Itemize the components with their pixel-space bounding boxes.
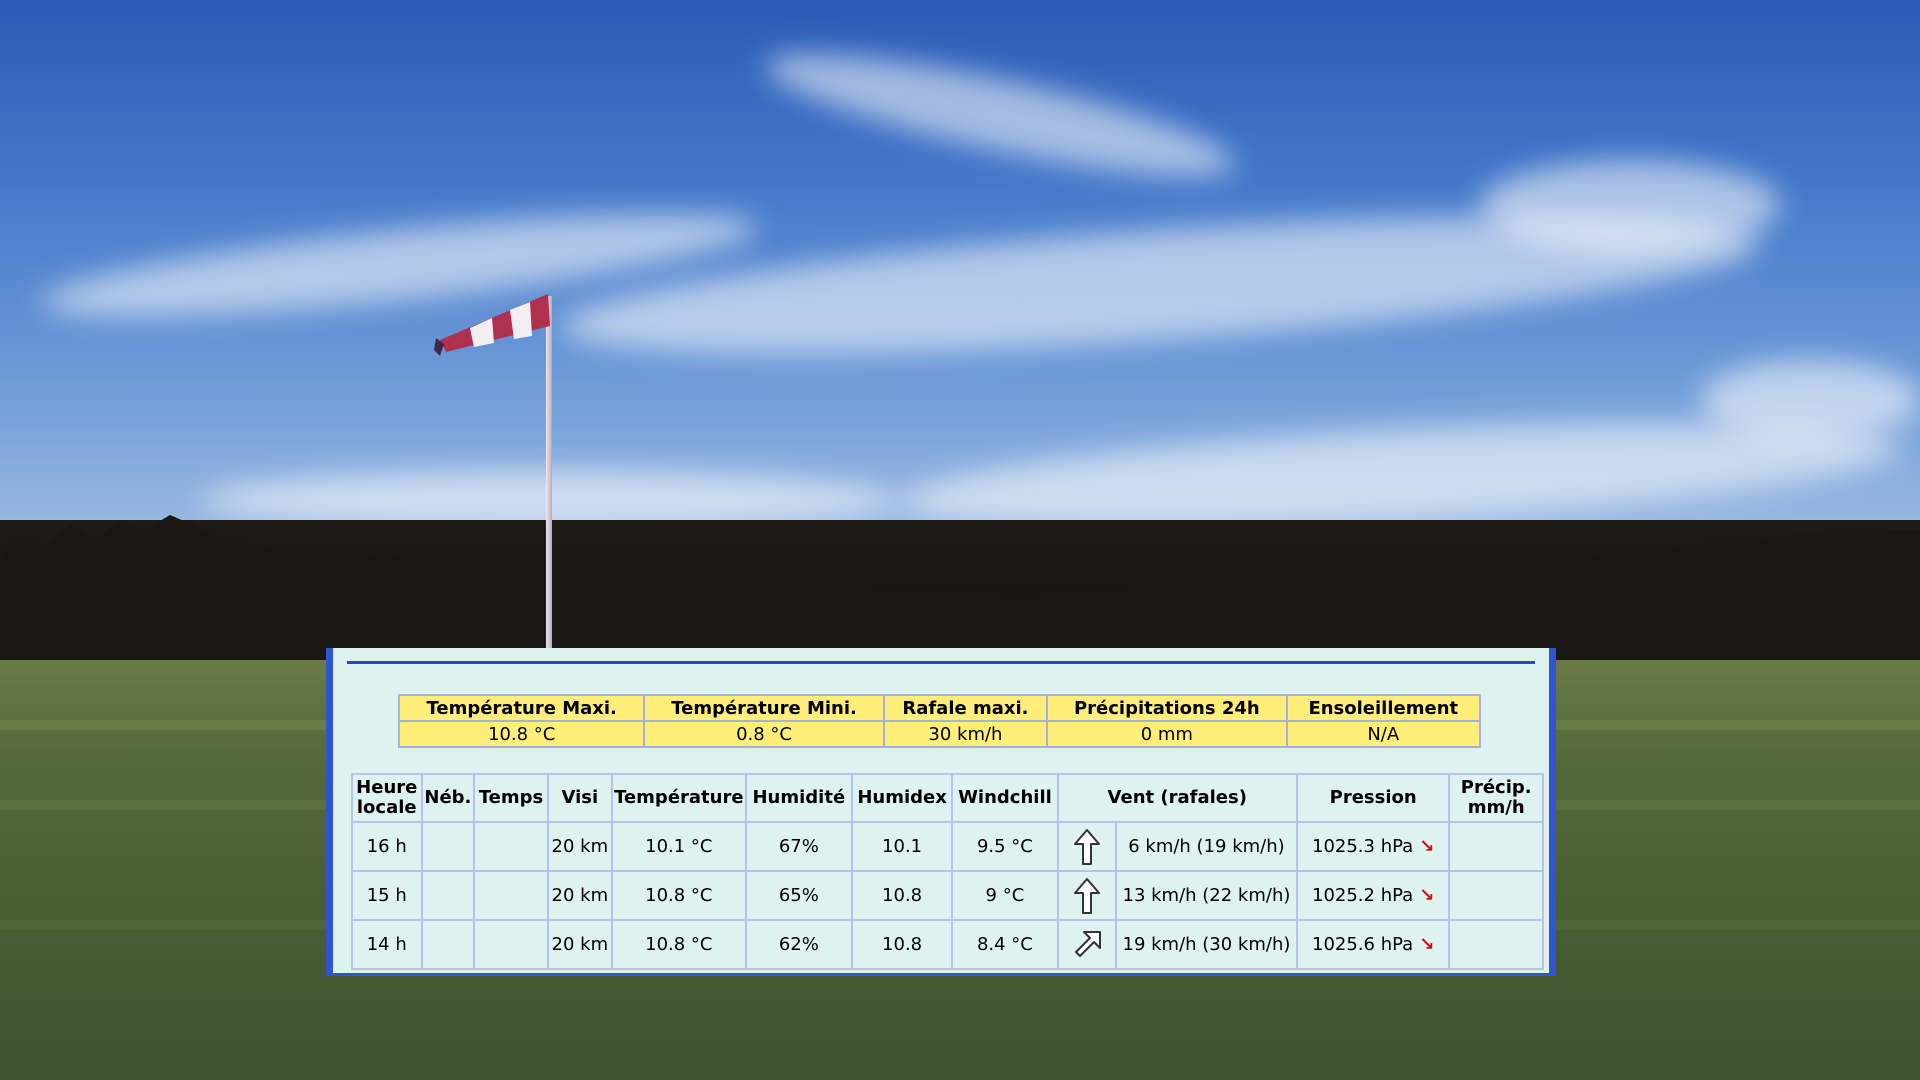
weather-panel: Température Maxi. Température Mini. Rafa… <box>326 648 1556 976</box>
header-local-time: Heure locale <box>351 773 423 823</box>
cell-windchill: 8.4 °C <box>951 919 1059 970</box>
cell-cloud-cover <box>420 919 476 970</box>
panel-divider <box>347 661 1535 664</box>
table-row: 16 h 20 km 10.1 °C 67% 10.1 9.5 °C 6 km/… <box>351 821 1544 872</box>
cell-humidity: 67% <box>744 821 853 872</box>
header-pressure: Pression <box>1295 773 1451 823</box>
arrow-down-right-icon: ↘ <box>1419 885 1435 906</box>
cell-temperature: 10.8 °C <box>610 870 747 921</box>
cell-humidex: 10.8 <box>850 919 954 970</box>
daily-summary-table: Température Maxi. Température Mini. Rafa… <box>397 694 1482 748</box>
cell-temperature: 10.1 °C <box>610 821 747 872</box>
cell-precip <box>1448 870 1544 921</box>
header-humidex: Humidex <box>850 773 954 823</box>
cell-wind-speed: 19 km/h (30 km/h) <box>1114 919 1298 970</box>
cell-visibility: 20 km <box>546 821 613 872</box>
cell-cloud-cover <box>420 821 476 872</box>
header-temperature: Température <box>610 773 747 823</box>
cell-weather <box>473 821 549 872</box>
cell-pressure: 1025.2 hPa ↘ <box>1295 870 1451 921</box>
summary-value-temp-min: 0.8 °C <box>643 720 885 748</box>
arrow-down-right-icon: ↘ <box>1419 934 1435 955</box>
header-weather: Temps <box>473 773 549 823</box>
summary-header-precip-24h: Précipitations 24h <box>1046 694 1288 722</box>
summary-header-temp-max: Température Maxi. <box>397 694 646 722</box>
summary-value-row: 10.8 °C 0.8 °C 30 km/h 0 mm N/A <box>397 720 1482 748</box>
cell-humidity: 62% <box>744 919 853 970</box>
cell-windchill: 9.5 °C <box>951 821 1059 872</box>
cell-humidex: 10.1 <box>850 821 954 872</box>
cell-visibility: 20 km <box>546 870 613 921</box>
cell-wind-direction <box>1056 919 1117 970</box>
table-row: 15 h 20 km 10.8 °C 65% 10.8 9 °C 13 km/h… <box>351 870 1544 921</box>
arrow-up-right-icon <box>1074 930 1101 957</box>
windsock-pole <box>546 296 552 650</box>
header-wind: Vent (rafales) <box>1056 773 1298 823</box>
cloud <box>1700 360 1920 440</box>
summary-header-sunshine: Ensoleillement <box>1285 694 1482 722</box>
cloud <box>1480 160 1780 250</box>
cell-precip <box>1448 821 1544 872</box>
summary-header-gust-max: Rafale maxi. <box>882 694 1049 722</box>
cell-wind-direction <box>1056 870 1117 921</box>
summary-value-sunshine: N/A <box>1285 720 1482 748</box>
cell-visibility: 20 km <box>546 919 613 970</box>
cell-pressure: 1025.3 hPa ↘ <box>1295 821 1451 872</box>
summary-value-gust-max: 30 km/h <box>882 720 1049 748</box>
cell-wind-speed: 13 km/h (22 km/h) <box>1114 870 1298 921</box>
cell-local-time: 16 h <box>351 821 423 872</box>
arrow-down-right-icon: ↘ <box>1419 836 1435 857</box>
arrow-up-icon <box>1073 877 1100 914</box>
header-humidity: Humidité <box>744 773 853 823</box>
cell-wind-direction <box>1056 821 1117 872</box>
header-cloud-cover: Néb. <box>420 773 476 823</box>
cell-humidity: 65% <box>744 870 853 921</box>
cell-cloud-cover <box>420 870 476 921</box>
cell-wind-speed: 6 km/h (19 km/h) <box>1114 821 1298 872</box>
table-row: 14 h 20 km 10.8 °C 62% 10.8 8.4 °C 19 km… <box>351 919 1544 970</box>
cell-precip <box>1448 919 1544 970</box>
header-windchill: Windchill <box>951 773 1059 823</box>
cell-windchill: 9 °C <box>951 870 1059 921</box>
cell-local-time: 14 h <box>351 919 423 970</box>
summary-value-precip-24h: 0 mm <box>1046 720 1288 748</box>
cell-weather <box>473 870 549 921</box>
cell-temperature: 10.8 °C <box>610 919 747 970</box>
cell-local-time: 15 h <box>351 870 423 921</box>
arrow-up-icon <box>1073 828 1100 865</box>
summary-header-temp-min: Température Mini. <box>643 694 885 722</box>
cell-weather <box>473 919 549 970</box>
summary-value-temp-max: 10.8 °C <box>397 720 646 748</box>
hourly-observations-table: Heure locale Néb. Temps Visi Température … <box>351 773 1544 970</box>
header-visibility: Visi <box>546 773 613 823</box>
cell-humidex: 10.8 <box>850 870 954 921</box>
table-header-row: Heure locale Néb. Temps Visi Température … <box>351 773 1544 823</box>
cell-pressure: 1025.6 hPa ↘ <box>1295 919 1451 970</box>
summary-header-row: Température Maxi. Température Mini. Rafa… <box>397 694 1482 722</box>
header-precip: Précip. mm/h <box>1448 773 1544 823</box>
